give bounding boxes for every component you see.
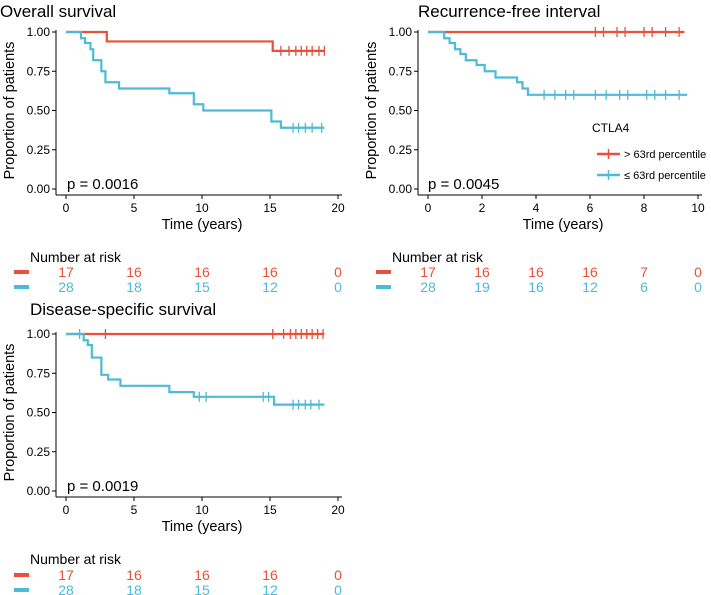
x-tick-label: 10: [691, 201, 705, 215]
risk-table-title: Number at risk: [30, 551, 122, 567]
legend-label-high: > 63rd percentile: [624, 149, 706, 161]
y-tick-label: 0.25: [389, 143, 413, 157]
legend-label-low: ≤ 63rd percentile: [624, 170, 706, 182]
x-axis-label: Time (years): [523, 217, 604, 233]
risk-count: 16: [528, 279, 544, 295]
risk-count: 12: [582, 279, 598, 295]
x-tick-label: 5: [131, 201, 138, 215]
y-tick-label: 1.00: [389, 25, 413, 39]
risk-count: 12: [262, 279, 278, 295]
y-axis-label: Proportion of patients: [2, 344, 18, 482]
y-tick-label: 0.00: [27, 182, 51, 196]
risk-count: 15: [194, 582, 210, 595]
y-tick-label: 1.00: [27, 25, 51, 39]
risk-count: 0: [334, 264, 342, 280]
risk-count: 16: [194, 264, 210, 280]
x-tick-label: 4: [533, 201, 540, 215]
risk-count: 16: [126, 264, 142, 280]
risk-count: 0: [334, 582, 342, 595]
legend: CTLA4 > 63rd percentile ≤ 63rd percentil…: [592, 121, 706, 182]
risk-count: 16: [528, 264, 544, 280]
risk-count: 0: [334, 567, 342, 583]
risk-count: 12: [262, 582, 278, 595]
y-tick-label: 0.75: [389, 64, 413, 78]
risk-count: 15: [194, 279, 210, 295]
y-tick-label: 0.75: [27, 64, 51, 78]
y-tick-label: 0.00: [389, 182, 413, 196]
survival-curve-low: [66, 30, 325, 129]
x-tick-label: 0: [63, 503, 70, 517]
y-tick-label: 0.25: [27, 445, 51, 459]
risk-count: 28: [58, 582, 74, 595]
x-tick-label: 20: [331, 201, 345, 215]
risk-count: 0: [694, 279, 702, 295]
x-tick-label: 5: [131, 503, 138, 517]
x-tick-label: 10: [195, 503, 209, 517]
y-tick-label: 0.25: [27, 143, 51, 157]
risk-count: 17: [58, 264, 74, 280]
x-axis-label: Time (years): [162, 519, 243, 535]
risk-count: 0: [334, 279, 342, 295]
risk-count: 18: [126, 582, 142, 595]
chart-title: Overall survival: [0, 2, 116, 21]
risk-count: 16: [194, 567, 210, 583]
x-tick-label: 15: [263, 503, 277, 517]
chart-os: Overall survival 0.00 0.25 0.50 0.75 1.00 0 5 10…: [0, 2, 345, 295]
p-value: p = 0.0045: [428, 176, 499, 193]
y-tick-label: 0.00: [27, 484, 51, 498]
y-axis-label: Proportion of patients: [2, 42, 18, 180]
risk-count: 6: [640, 279, 648, 295]
x-tick-label: 10: [195, 201, 209, 215]
risk-count: 16: [262, 567, 278, 583]
x-tick-label: 15: [263, 201, 277, 215]
x-tick-label: 20: [331, 503, 345, 517]
risk-count: 16: [126, 567, 142, 583]
risk-count: 18: [126, 279, 142, 295]
y-tick-label: 0.50: [27, 104, 51, 118]
y-tick-label: 0.75: [27, 366, 51, 380]
chart-rfi: Recurrence-free interval 0.00 0.25 0.50 0.75…: [364, 2, 705, 295]
risk-table-title: Number at risk: [30, 249, 122, 265]
y-tick-label: 1.00: [27, 327, 51, 341]
chart-title: Disease-specific survival: [30, 300, 216, 319]
risk-count: 16: [582, 264, 598, 280]
risk-count: 17: [58, 567, 74, 583]
legend-title: CTLA4: [592, 121, 630, 135]
survival-curve-high: [66, 30, 325, 52]
risk-count: 7: [640, 264, 648, 280]
risk-count: 28: [58, 279, 74, 295]
p-value: p = 0.0019: [67, 478, 138, 495]
x-axis-label: Time (years): [162, 217, 243, 233]
x-tick-label: 8: [641, 201, 648, 215]
x-tick-label: 2: [479, 201, 486, 215]
survival-curve-low: [428, 30, 688, 96]
survival-curve-low: [66, 332, 325, 406]
x-tick-label: 0: [63, 201, 70, 215]
x-tick-label: 0: [425, 201, 432, 215]
risk-count: 28: [420, 279, 436, 295]
risk-count: 16: [474, 264, 490, 280]
chart-dss: Disease-specific survival 0.00 0.25 0.50 0.7…: [2, 300, 345, 595]
risk-count: 0: [694, 264, 702, 280]
y-axis-label: Proportion of patients: [364, 42, 380, 180]
risk-count: 19: [474, 279, 490, 295]
x-tick-label: 6: [587, 201, 594, 215]
y-tick-label: 0.50: [27, 406, 51, 420]
p-value: p = 0.0016: [67, 176, 138, 193]
risk-count: 16: [262, 264, 278, 280]
y-tick-label: 0.50: [389, 104, 413, 118]
risk-count: 17: [420, 264, 436, 280]
chart-title: Recurrence-free interval: [418, 2, 600, 21]
risk-table-title: Number at risk: [392, 249, 484, 265]
